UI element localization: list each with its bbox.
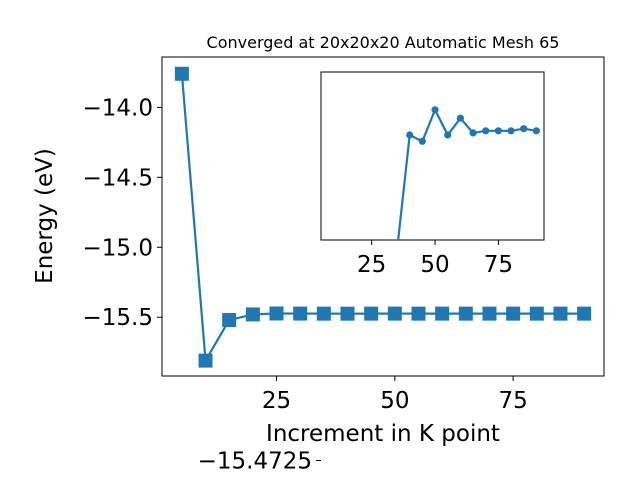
main-data-point [458,306,473,321]
inset-y-tick-label: −15.4725 [198,449,312,475]
inset-data-point [418,137,426,145]
main-x-tick-label: 50 [380,388,409,414]
main-y-tick-label: −14.5 [83,165,153,191]
main-y-tick-label: −15.0 [83,235,153,261]
inset-plot-frame [320,71,545,241]
inset-data-point [406,131,414,139]
inset-data-point [494,127,502,135]
inset-data-point [456,114,464,122]
main-data-point [364,306,379,321]
main-data-point [482,306,497,321]
inset-x-tick-label: 75 [484,252,513,278]
main-data-point [198,353,213,368]
main-x-tick-label: 25 [262,388,291,414]
main-data-point [340,306,355,321]
inset-data-point [444,131,452,139]
inset-data-point [431,106,439,114]
inset-data-point [469,129,477,137]
inset-data-point [482,127,490,135]
main-data-point [269,306,284,321]
main-data-point [316,306,331,321]
main-data-point [387,306,402,321]
main-y-tick-label: −15.5 [83,305,153,331]
y-axis-label: Energy (eV) [32,148,58,284]
main-data-point [553,306,568,321]
main-data-point [174,66,189,81]
main-y-tick-label: −14.0 [83,95,153,121]
inset-x-tick-label: 50 [420,252,449,278]
x-axis-label: Increment in K point [266,421,500,447]
main-data-point [245,307,260,322]
main-data-point [577,306,592,321]
main-data-point [293,306,308,321]
main-data-point [506,306,521,321]
inset-x-tick-label: 25 [357,252,386,278]
main-data-point [435,306,450,321]
inset-data-point [507,127,515,135]
inset-data-point [520,125,528,133]
inset-data-point [532,127,540,135]
main-data-point [222,313,237,328]
chart-title: Converged at 20x20x20 Automatic Mesh 65 [207,33,560,52]
main-data-point [411,306,426,321]
main-x-tick-label: 75 [498,388,527,414]
main-data-point [529,306,544,321]
